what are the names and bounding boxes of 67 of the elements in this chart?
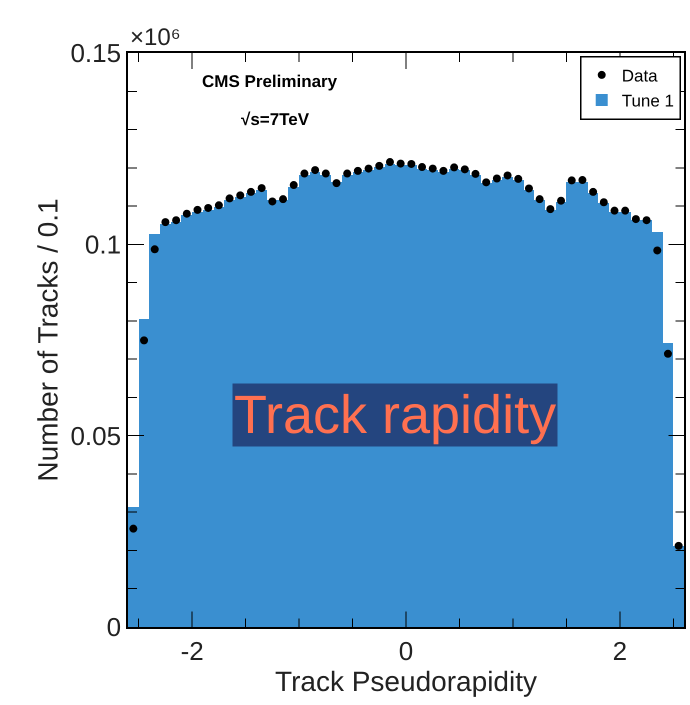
point bbox=[300, 170, 308, 178]
point bbox=[589, 188, 598, 196]
x-tick-label: 2 bbox=[612, 636, 628, 666]
y-tick-label: 0.05 bbox=[70, 420, 122, 451]
point bbox=[674, 542, 683, 550]
point bbox=[354, 166, 362, 175]
point bbox=[450, 163, 458, 172]
point bbox=[600, 198, 608, 206]
point bbox=[472, 170, 480, 178]
point bbox=[182, 210, 191, 218]
point bbox=[482, 178, 490, 186]
point bbox=[428, 164, 437, 173]
point bbox=[418, 163, 426, 172]
text: ×10⁶ bbox=[130, 24, 181, 51]
y-axis-title: Number of Tracks / 0.1 bbox=[32, 198, 64, 482]
point bbox=[632, 215, 640, 224]
point bbox=[246, 188, 255, 196]
point bbox=[375, 162, 384, 170]
point bbox=[194, 206, 202, 214]
point bbox=[236, 191, 244, 200]
y-tick-label: 0.15 bbox=[70, 38, 122, 68]
point bbox=[214, 201, 223, 210]
point bbox=[290, 181, 298, 190]
annotation: √s=7TeV bbox=[241, 110, 310, 129]
point bbox=[578, 176, 586, 184]
point bbox=[396, 160, 405, 168]
point bbox=[546, 205, 554, 214]
legend-label: Data bbox=[622, 66, 658, 86]
annotation: CMS Preliminary bbox=[202, 72, 338, 91]
y-tick-label: 0.1 bbox=[84, 229, 122, 260]
point bbox=[536, 195, 544, 204]
point bbox=[343, 170, 352, 178]
y-tick-label: 0 bbox=[106, 612, 122, 642]
point bbox=[460, 165, 469, 174]
point bbox=[172, 216, 180, 224]
point bbox=[610, 206, 618, 215]
point bbox=[653, 246, 662, 254]
point bbox=[642, 216, 651, 224]
point bbox=[129, 524, 138, 533]
point bbox=[279, 195, 288, 204]
point bbox=[492, 174, 501, 183]
annotation: Track rapidity bbox=[234, 385, 556, 445]
legend-label: Tune 1 bbox=[622, 92, 674, 111]
point bbox=[150, 245, 159, 254]
x-tick-label: -2 bbox=[180, 636, 204, 666]
point bbox=[664, 350, 672, 358]
point bbox=[386, 158, 394, 166]
point bbox=[524, 184, 533, 192]
point bbox=[439, 166, 448, 175]
point bbox=[204, 204, 212, 212]
point bbox=[268, 197, 276, 206]
point bbox=[504, 171, 512, 180]
point bbox=[311, 166, 320, 174]
point bbox=[568, 176, 576, 184]
point bbox=[322, 170, 330, 178]
point bbox=[161, 218, 170, 226]
x-axis-title: Track Pseudorapidity bbox=[275, 666, 537, 697]
point bbox=[621, 206, 630, 215]
point bbox=[364, 164, 373, 173]
point bbox=[514, 174, 522, 183]
x-tick-label: 0 bbox=[398, 636, 414, 666]
point bbox=[258, 184, 266, 192]
point bbox=[226, 194, 234, 202]
point bbox=[140, 336, 148, 344]
point bbox=[407, 160, 416, 168]
point bbox=[557, 196, 566, 205]
point bbox=[332, 179, 340, 188]
